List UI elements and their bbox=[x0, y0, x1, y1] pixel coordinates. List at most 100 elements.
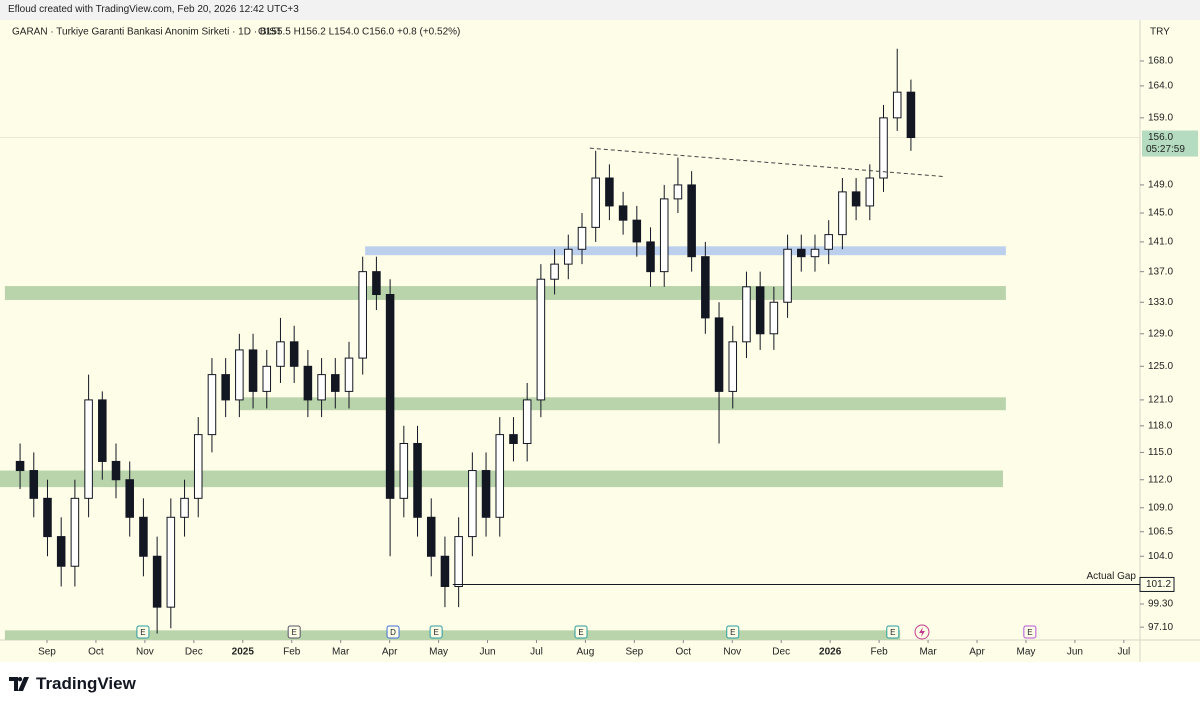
x-tick-label: Dec bbox=[772, 647, 790, 658]
y-tick-label: 149.0 bbox=[1148, 180, 1173, 191]
candle-body bbox=[235, 349, 244, 401]
chart: 168.0 164.0 159.0 149.0 145.0 141.0 137.0 133.0… bbox=[0, 20, 1200, 662]
candle-body bbox=[15, 460, 25, 472]
y-tick-label: 109.0 bbox=[1148, 502, 1173, 513]
candle-body bbox=[440, 555, 450, 587]
candle-body bbox=[892, 91, 902, 119]
legend-symbol: GARAN · Turkiye Garanti Bankasi Anonim S… bbox=[12, 27, 282, 38]
price-zone bbox=[365, 246, 1006, 256]
y-tick-label: 133.0 bbox=[1148, 297, 1173, 308]
y-tick-label: 125.0 bbox=[1148, 361, 1173, 372]
y-tick-label: 115.0 bbox=[1148, 447, 1173, 458]
x-tick-label: 2025 bbox=[232, 647, 255, 658]
candle-body bbox=[84, 399, 93, 499]
candle-body bbox=[303, 365, 313, 401]
x-tick-label: Oct bbox=[88, 647, 104, 658]
x-tick-label: Apr bbox=[382, 647, 398, 658]
price-zone bbox=[4, 286, 1006, 300]
candle-body bbox=[851, 191, 861, 207]
event-label: E bbox=[433, 628, 438, 637]
event-marker bbox=[287, 625, 301, 639]
candle-body bbox=[618, 205, 628, 221]
logo-icon bbox=[9, 677, 29, 691]
candle-body bbox=[906, 91, 916, 139]
candle-body bbox=[111, 460, 121, 481]
event-label: E bbox=[292, 628, 297, 637]
y-tick-label: 129.0 bbox=[1148, 328, 1173, 339]
candle-body bbox=[413, 442, 422, 518]
candle-body bbox=[193, 434, 203, 499]
candle-body bbox=[605, 177, 614, 207]
logo-text: TradingView bbox=[36, 674, 136, 693]
candle-body bbox=[56, 536, 66, 567]
event-marker bbox=[429, 625, 443, 639]
x-tick-label: Feb bbox=[870, 647, 888, 658]
candle-body bbox=[139, 516, 148, 557]
candle-body bbox=[248, 349, 258, 392]
y-tick-label: 99.30 bbox=[1148, 599, 1173, 610]
candle-body bbox=[125, 479, 134, 518]
current-price-label: 156.0 bbox=[1148, 132, 1173, 143]
x-tick-label: Nov bbox=[136, 647, 154, 658]
x-tick-label: Sep bbox=[625, 647, 643, 658]
candle-body bbox=[673, 184, 683, 200]
candle-body bbox=[166, 516, 176, 608]
candle-body bbox=[207, 374, 217, 436]
candle-body bbox=[152, 555, 162, 608]
event-label: E bbox=[140, 628, 145, 637]
candle-body bbox=[481, 470, 491, 518]
countdown: 05:27:59 bbox=[1146, 144, 1185, 155]
x-tick-label: Mar bbox=[332, 647, 350, 658]
price-zone bbox=[4, 630, 901, 640]
trendline bbox=[589, 147, 946, 178]
y-tick-label: 104.0 bbox=[1148, 551, 1173, 562]
x-tick-label: Mar bbox=[919, 647, 937, 658]
currency: TRY bbox=[1150, 27, 1170, 38]
y-tick-label: 137.0 bbox=[1148, 266, 1173, 277]
x-tick-label: Jun bbox=[479, 647, 495, 658]
candle-body bbox=[70, 497, 80, 567]
candle-body bbox=[797, 248, 806, 258]
background bbox=[0, 20, 1200, 662]
x-tick-label: Jun bbox=[1067, 647, 1083, 658]
candle-body bbox=[865, 177, 875, 207]
candle-body bbox=[564, 248, 573, 265]
candle-body bbox=[509, 434, 518, 444]
candle-body bbox=[399, 442, 409, 499]
event-label: E bbox=[578, 628, 583, 637]
top-bar: Efloud created with TradingView.com, Feb… bbox=[0, 0, 1200, 20]
candle-body bbox=[824, 234, 833, 250]
candle-body bbox=[221, 374, 230, 401]
candle-body bbox=[180, 497, 189, 518]
candle-body bbox=[728, 341, 738, 392]
y-tick-label: 121.0 bbox=[1148, 395, 1173, 406]
x-tick-label: 2026 bbox=[819, 647, 842, 658]
gap-tag-label: 101.2 bbox=[1146, 579, 1171, 590]
gap-text: Actual Gap bbox=[1087, 571, 1137, 582]
legend-ohlc: O155.5 H156.2 L154.0 C156.0 +0.8 (+0.52%… bbox=[258, 27, 460, 38]
y-tick-label: 168.0 bbox=[1148, 56, 1173, 67]
candle-body bbox=[358, 271, 367, 359]
candle-body bbox=[29, 470, 39, 499]
y-tick-label: 164.0 bbox=[1148, 81, 1173, 92]
candle-body bbox=[331, 374, 340, 392]
event-marker bbox=[574, 625, 588, 639]
x-tick-label: Aug bbox=[577, 647, 595, 658]
candle-body bbox=[426, 516, 436, 557]
y-tick-label: 145.0 bbox=[1148, 208, 1173, 219]
x-tick-label: Dec bbox=[185, 647, 203, 658]
candle-body bbox=[701, 256, 710, 319]
event-marker bbox=[726, 625, 740, 639]
y-tick-label: 118.0 bbox=[1148, 420, 1173, 431]
y-tick-label: 97.10 bbox=[1148, 622, 1173, 633]
event-marker bbox=[1023, 625, 1037, 639]
x-tick-label: Oct bbox=[676, 647, 692, 658]
candle-body bbox=[98, 399, 107, 462]
candle-body bbox=[646, 241, 655, 273]
event-marker bbox=[136, 625, 150, 639]
y-tick-label: 141.0 bbox=[1148, 237, 1173, 248]
candle-body bbox=[550, 263, 559, 280]
x-tick-label: May bbox=[429, 647, 448, 658]
candle-body bbox=[577, 226, 587, 250]
